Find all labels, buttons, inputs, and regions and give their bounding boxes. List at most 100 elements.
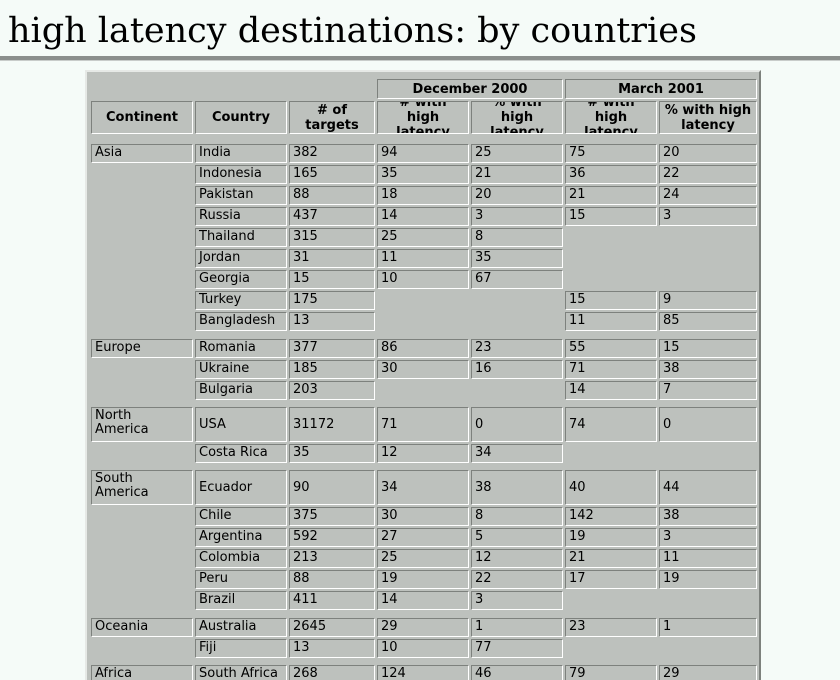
cell-d-p: 67	[471, 270, 563, 289]
cell-m-p: 38	[659, 507, 757, 526]
cell-d-p: 38	[471, 470, 563, 505]
cell-country: Russia	[195, 207, 287, 226]
cell-country: Peru	[195, 570, 287, 589]
cell-m-n: 36	[565, 165, 657, 184]
cell-country: Georgia	[195, 270, 287, 289]
cell-targets: 377	[289, 339, 375, 358]
cell-d-p: 35	[471, 249, 563, 268]
continent-cell: South America	[91, 470, 193, 505]
cell-m-p: 38	[659, 360, 757, 379]
cell-country: Colombia	[195, 549, 287, 568]
cell-country: Thailand	[195, 228, 287, 247]
cell-m-n: 17	[565, 570, 657, 589]
cell-m-n: 14	[565, 381, 657, 400]
cell-m-n: 21	[565, 549, 657, 568]
cell-d-p: 3	[471, 207, 563, 226]
cell-d-n: 34	[377, 470, 469, 505]
cell-d-n: 30	[377, 507, 469, 526]
cell-targets: 31172	[289, 407, 375, 442]
continent-cell: North America	[91, 407, 193, 442]
cell-m-p: 11	[659, 549, 757, 568]
cell-m-p: 20	[659, 144, 757, 163]
cell-country: Australia	[195, 618, 287, 637]
header-dec-pct: % with high latency	[471, 101, 563, 134]
cell-country: Chile	[195, 507, 287, 526]
cell-targets: 2645	[289, 618, 375, 637]
cell-m-p: 0	[659, 407, 757, 442]
continent-cell: Asia	[91, 144, 193, 163]
cell-d-n: 12	[377, 444, 469, 463]
cell-m-n: 15	[565, 207, 657, 226]
cell-d-n: 18	[377, 186, 469, 205]
cell-targets: 203	[289, 381, 375, 400]
cell-d-p: 21	[471, 165, 563, 184]
cell-d-p: 8	[471, 228, 563, 247]
cell-d-p: 16	[471, 360, 563, 379]
cell-d-n: 30	[377, 360, 469, 379]
cell-d-p: 25	[471, 144, 563, 163]
cell-targets: 185	[289, 360, 375, 379]
cell-country: USA	[195, 407, 287, 442]
cell-targets: 13	[289, 312, 375, 331]
cell-d-n: 19	[377, 570, 469, 589]
cell-country: Romania	[195, 339, 287, 358]
cell-d-n: 11	[377, 249, 469, 268]
cell-m-p: 44	[659, 470, 757, 505]
cell-m-p: 22	[659, 165, 757, 184]
cell-m-p: 29	[659, 665, 757, 680]
cell-d-n: 71	[377, 407, 469, 442]
cell-m-p: 19	[659, 570, 757, 589]
cell-d-p: 22	[471, 570, 563, 589]
cell-targets: 437	[289, 207, 375, 226]
cell-targets: 165	[289, 165, 375, 184]
header-dec-num: # with high latency	[377, 101, 469, 134]
cell-d-n: 29	[377, 618, 469, 637]
cell-country: Costa Rica	[195, 444, 287, 463]
cell-d-n: 25	[377, 228, 469, 247]
cell-d-p: 8	[471, 507, 563, 526]
cell-m-n: 74	[565, 407, 657, 442]
cell-d-p: 1	[471, 618, 563, 637]
cell-m-n: 23	[565, 618, 657, 637]
cell-targets: 35	[289, 444, 375, 463]
continent-cell: Europe	[91, 339, 193, 358]
cell-country: Indonesia	[195, 165, 287, 184]
cell-d-n: 14	[377, 207, 469, 226]
cell-country: Bangladesh	[195, 312, 287, 331]
cell-country: Bulgaria	[195, 381, 287, 400]
cell-targets: 90	[289, 470, 375, 505]
horizontal-rule	[0, 56, 840, 61]
cell-d-p: 12	[471, 549, 563, 568]
cell-targets: 15	[289, 270, 375, 289]
cell-d-n: 10	[377, 639, 469, 658]
cell-d-p: 3	[471, 591, 563, 610]
cell-m-n: 19	[565, 528, 657, 547]
cell-country: Argentina	[195, 528, 287, 547]
cell-country: Turkey	[195, 291, 287, 310]
cell-d-p: 20	[471, 186, 563, 205]
cell-m-n: 71	[565, 360, 657, 379]
cell-targets: 375	[289, 507, 375, 526]
cell-d-p: 77	[471, 639, 563, 658]
cell-d-n: 86	[377, 339, 469, 358]
latency-table: December 2000 March 2001 Continent Count…	[85, 70, 761, 680]
cell-m-p: 9	[659, 291, 757, 310]
cell-country: Fiji	[195, 639, 287, 658]
cell-country: India	[195, 144, 287, 163]
cell-m-p: 3	[659, 207, 757, 226]
header-march-2001: March 2001	[565, 79, 757, 99]
cell-d-n: 10	[377, 270, 469, 289]
cell-m-n: 21	[565, 186, 657, 205]
cell-targets: 213	[289, 549, 375, 568]
cell-d-p: 0	[471, 407, 563, 442]
header-country: Country	[195, 101, 287, 134]
cell-targets: 592	[289, 528, 375, 547]
cell-m-p: 3	[659, 528, 757, 547]
cell-m-n: 40	[565, 470, 657, 505]
cell-targets: 88	[289, 186, 375, 205]
cell-d-p: 46	[471, 665, 563, 680]
cell-d-p: 23	[471, 339, 563, 358]
cell-d-n: 124	[377, 665, 469, 680]
cell-d-n: 94	[377, 144, 469, 163]
cell-country: Ecuador	[195, 470, 287, 505]
